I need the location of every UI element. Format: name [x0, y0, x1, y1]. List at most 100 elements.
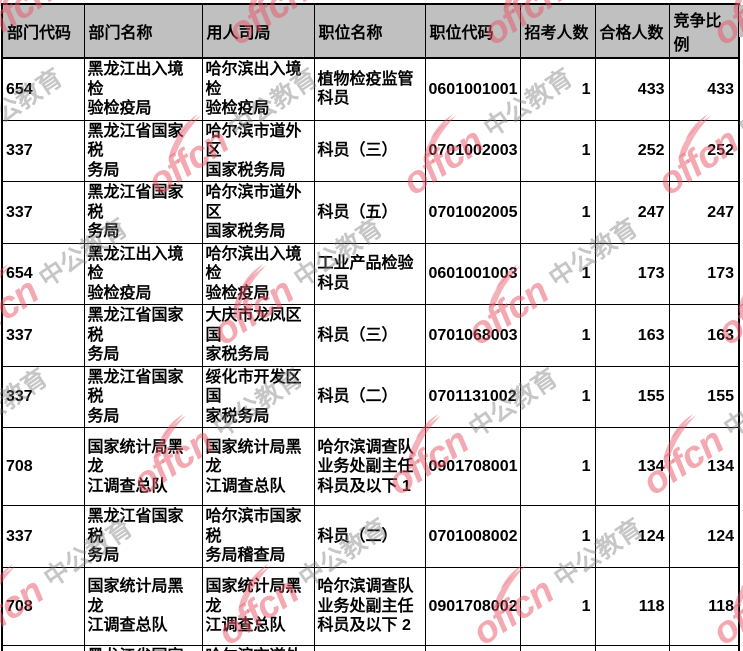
cell-dept-name: 黑龙江省国家税 务局 [83, 181, 203, 244]
column-header-position-name: 职位名称 [313, 3, 426, 59]
cell-position-code: 0701002003 [424, 119, 521, 183]
cell-dept-code: 337 [1, 304, 85, 367]
cell-bureau: 绥化市开发区国 家税务局 [201, 365, 315, 429]
cell-dept-code: 708 [1, 566, 85, 646]
cell-position-code: 0701131002 [424, 365, 521, 429]
cell-qualified-count: 118 [594, 566, 670, 646]
column-header-qualified-count: 合格人数 [594, 3, 670, 59]
cell-dept-code: 654 [1, 242, 85, 306]
table-row: 337 黑龙江省国家税 务局 哈尔滨市道外区 国家税务局 科员（三） 070100200… [1, 119, 740, 183]
cell-recruit-count: 1 [519, 119, 596, 183]
table-row: 337 黑龙江省国家税 务局 大庆市龙凤区国 家税务局 科员（三） 0701068003… [1, 304, 740, 367]
cell-position-code: 0901708001 [424, 427, 521, 507]
cell-dept-name: 国家统计局黑龙 江调查总队 [83, 566, 203, 646]
column-header-dept-code: 部门代码 [1, 3, 85, 59]
cell-dept-code: 337 [1, 365, 85, 429]
cell-qualified-count: 163 [594, 304, 670, 367]
cell-bureau: 国家统计局黑龙 江调查总队 [201, 566, 315, 646]
cell-bureau: 国家统计局黑龙 江调查总队 [201, 427, 315, 507]
cell-ratio: 124 [668, 505, 740, 568]
cell-ratio: 163 [668, 304, 740, 367]
cell-dept-code: 337 [1, 181, 85, 244]
column-header-bureau: 用人司局 [201, 3, 315, 59]
cell-position-code: 0701068003 [424, 304, 521, 367]
cell-recruit-count: 1 [519, 57, 596, 121]
cell-position-code: 0701002004 [424, 644, 521, 651]
cell-ratio: 111.5 [668, 644, 740, 651]
cell-bureau: 哈尔滨市道外区 国家税务局 [201, 119, 315, 183]
cell-bureau: 哈尔滨市道外区 国家税务局 [201, 644, 315, 651]
table-row: 337 黑龙江省国家税 务局 绥化市开发区国 家税务局 科员（二） 0701131002… [1, 365, 740, 429]
cell-position-name: 哈尔滨调查队 业务处副主任 科员及以下 1 [313, 427, 426, 507]
cell-position-code: 0901708002 [424, 566, 521, 646]
cell-dept-name: 黑龙江出入境检 验检疫局 [83, 57, 203, 121]
cell-ratio: 118 [668, 566, 740, 646]
cell-bureau: 哈尔滨市国家税 务局稽查局 [201, 505, 315, 568]
cell-dept-code: 337 [1, 644, 85, 651]
header-sliver [739, 5, 743, 37]
cell-position-name: 科员（三） [313, 304, 426, 367]
cell-dept-code: 337 [1, 505, 85, 568]
cell-bureau: 哈尔滨出入境检 验检疫局 [201, 242, 315, 306]
positions-table: 部门代码 部门名称 用人司局 职位名称 职位代码 招考人数 合格人数 竞争比例 … [1, 3, 740, 651]
cell-bureau: 大庆市龙凤区国 家税务局 [201, 304, 315, 367]
cell-recruit-count: 1 [519, 505, 596, 568]
cell-recruit-count: 2 [519, 644, 596, 651]
cell-qualified-count: 223 [594, 644, 670, 651]
table-row: 708 国家统计局黑龙 江调查总队 国家统计局黑龙 江调查总队 哈尔滨调查队 业务处副… [1, 427, 740, 507]
cell-recruit-count: 1 [519, 242, 596, 306]
header-row: 部门代码 部门名称 用人司局 职位名称 职位代码 招考人数 合格人数 竞争比例 [1, 3, 740, 59]
table-row: 654 黑龙江出入境检 验检疫局 哈尔滨出入境检 验检疫局 植物检疫监管 科员 0601… [1, 57, 740, 121]
cell-position-name: 植物检疫监管 科员 [313, 57, 426, 121]
table-row: 708 国家统计局黑龙 江调查总队 国家统计局黑龙 江调查总队 哈尔滨调查队 业务处副… [1, 566, 740, 646]
cell-qualified-count: 433 [594, 57, 670, 121]
cell-recruit-count: 1 [519, 566, 596, 646]
cell-ratio: 252 [668, 119, 740, 183]
cell-position-name: 科员（五） [313, 181, 426, 244]
cell-qualified-count: 124 [594, 505, 670, 568]
cell-dept-name: 黑龙江出入境检 验检疫局 [83, 242, 203, 306]
cell-position-name: 科员（四） [313, 644, 426, 651]
cell-qualified-count: 247 [594, 181, 670, 244]
cell-recruit-count: 1 [519, 365, 596, 429]
table-row: 654 黑龙江出入境检 验检疫局 哈尔滨出入境检 验检疫局 工业产品检验 科员 0601… [1, 242, 740, 306]
cell-dept-name: 黑龙江省国家税 务局 [83, 365, 203, 429]
cell-position-name: 工业产品检验 科员 [313, 242, 426, 306]
cell-qualified-count: 173 [594, 242, 670, 306]
cell-dept-name: 黑龙江省国家税 务局 [83, 304, 203, 367]
cell-qualified-count: 155 [594, 365, 670, 429]
table-row: 337 黑龙江省国家税 务局 哈尔滨市道外区 国家税务局 科员（五） 070100200… [1, 181, 740, 244]
cell-bureau: 哈尔滨出入境检 验检疫局 [201, 57, 315, 121]
cell-qualified-count: 252 [594, 119, 670, 183]
cell-ratio: 155 [668, 365, 740, 429]
cell-recruit-count: 1 [519, 181, 596, 244]
column-header-recruit-count: 招考人数 [519, 3, 596, 59]
cell-qualified-count: 134 [594, 427, 670, 507]
table-row: 337 黑龙江省国家税 务局 哈尔滨市国家税 务局稽查局 科员（二） 070100800… [1, 505, 740, 568]
cell-ratio: 134 [668, 427, 740, 507]
cell-dept-name: 黑龙江省国家税 务局 [83, 119, 203, 183]
cell-dept-code: 708 [1, 427, 85, 507]
cell-position-code: 0701002005 [424, 181, 521, 244]
cell-dept-name: 黑龙江省国家税 务局 [83, 505, 203, 568]
cell-dept-code: 654 [1, 57, 85, 121]
cell-position-name: 哈尔滨调查队 业务处副主任 科员及以下 2 [313, 566, 426, 646]
cell-position-code: 0601001003 [424, 242, 521, 306]
column-header-position-code: 职位代码 [424, 3, 521, 59]
cell-position-name: 科员（三） [313, 119, 426, 183]
cell-dept-code: 337 [1, 119, 85, 183]
cell-dept-name: 黑龙江省国家税 务局 [83, 644, 203, 651]
cell-dept-name: 国家统计局黑龙 江调查总队 [83, 427, 203, 507]
cell-position-name: 科员（二） [313, 505, 426, 568]
cell-recruit-count: 1 [519, 304, 596, 367]
cell-bureau: 哈尔滨市道外区 国家税务局 [201, 181, 315, 244]
cell-position-name: 科员（二） [313, 365, 426, 429]
cell-ratio: 173 [668, 242, 740, 306]
cell-ratio: 433 [668, 57, 740, 121]
column-header-dept-name: 部门名称 [83, 3, 203, 59]
cell-position-code: 0701008002 [424, 505, 521, 568]
cell-recruit-count: 1 [519, 427, 596, 507]
column-header-ratio: 竞争比例 [668, 3, 740, 59]
